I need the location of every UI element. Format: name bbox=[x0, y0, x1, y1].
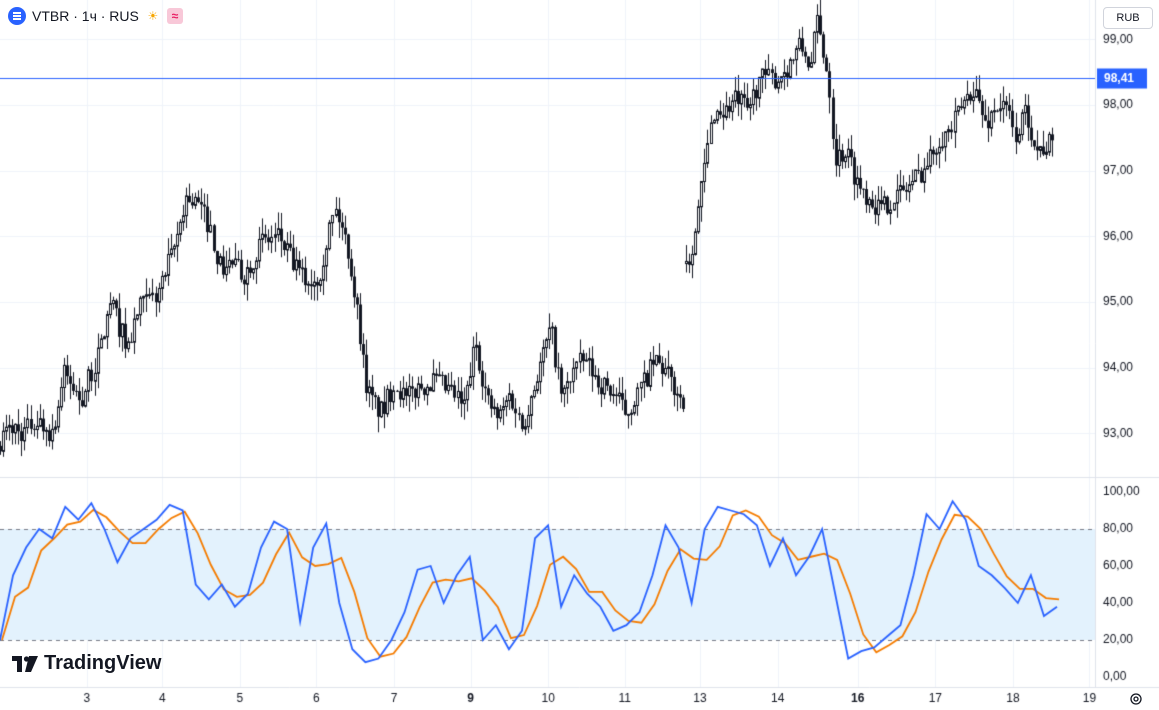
symbol-title[interactable]: VTBR · 1ч · RUS bbox=[32, 8, 139, 24]
tv-logo-icon bbox=[12, 655, 38, 672]
tradingview-logo: TradingView bbox=[12, 652, 161, 675]
wave-icon: ≈ bbox=[166, 8, 183, 24]
currency-selector[interactable]: RUB bbox=[1103, 7, 1153, 29]
sun-icon: ☀ bbox=[147, 9, 159, 23]
gear-icon[interactable] bbox=[1129, 692, 1143, 706]
menu-icon[interactable] bbox=[8, 7, 26, 25]
brand-name: TradingView bbox=[44, 652, 162, 674]
chart-header: VTBR · 1ч · RUS ☀ ≈ bbox=[8, 7, 183, 25]
